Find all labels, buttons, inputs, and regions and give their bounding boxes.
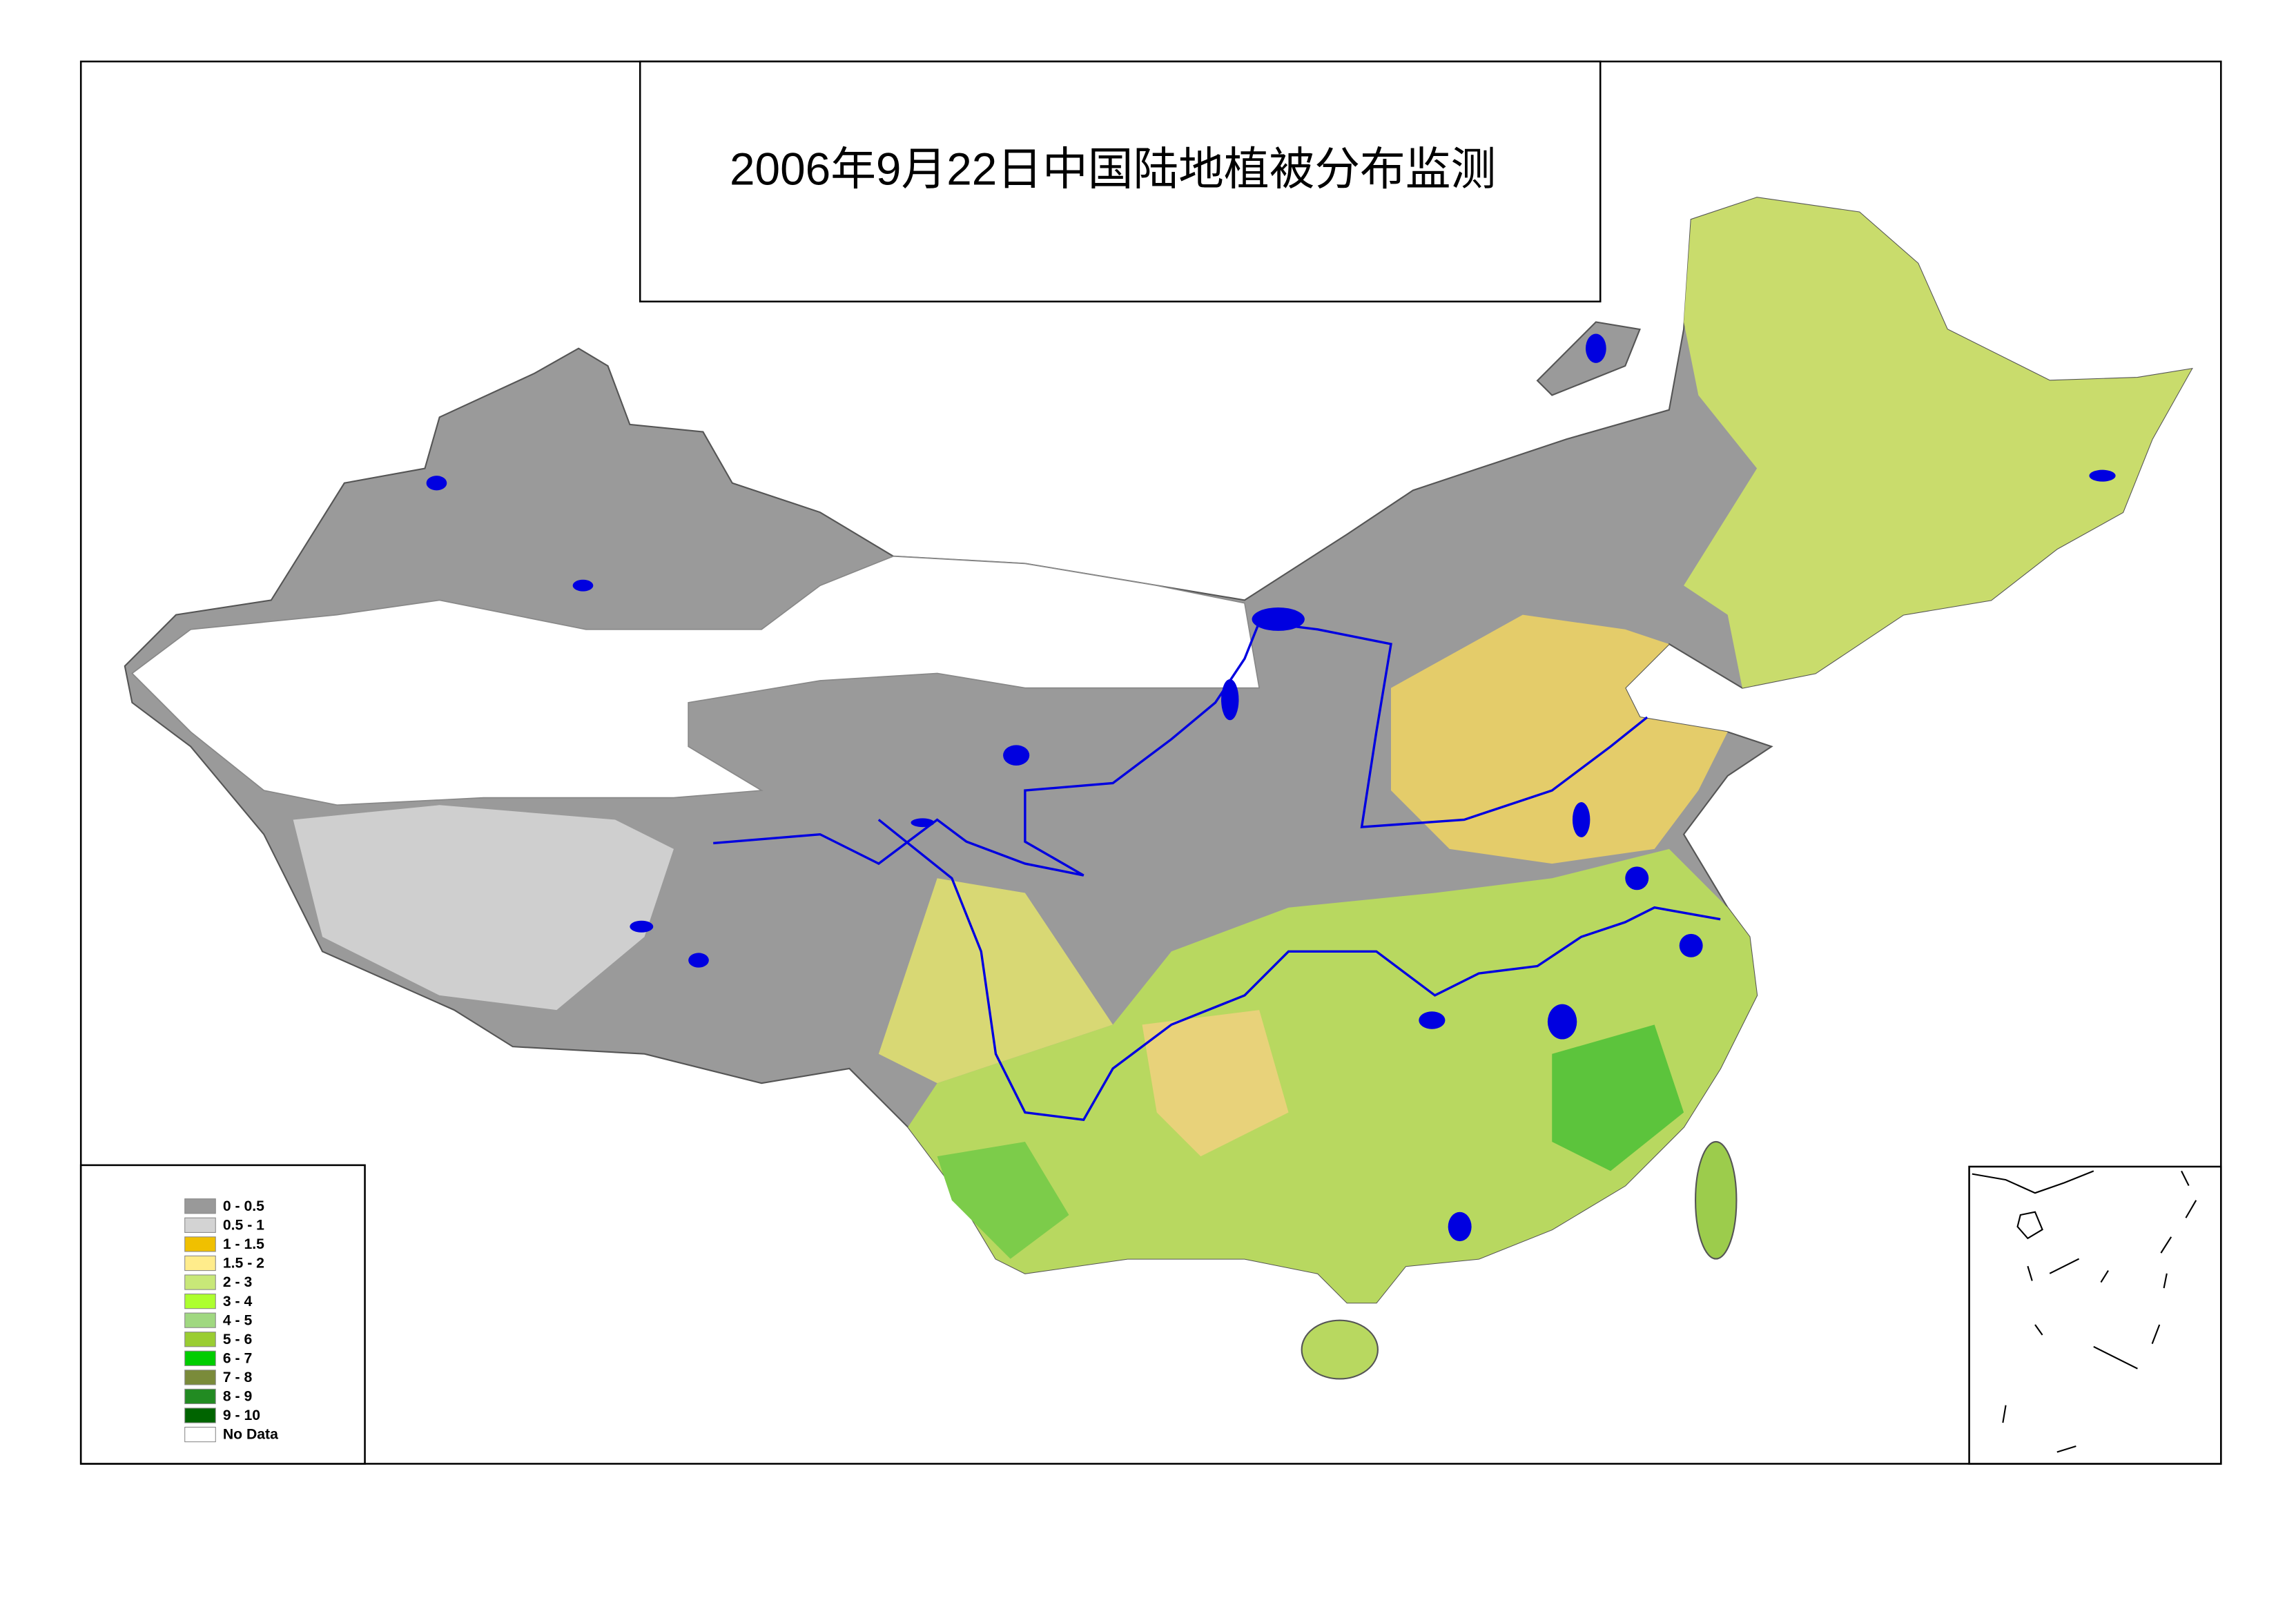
vegetation-north-plain: [1390, 614, 1728, 864]
legend-label: 7 - 8: [223, 1370, 253, 1385]
legend-label: 9 - 10: [223, 1408, 260, 1423]
legend-label: 1 - 1.5: [223, 1236, 264, 1252]
legend-swatch: [184, 1312, 216, 1328]
inset-box: [1968, 1165, 2222, 1465]
vegetation-northeast: [1684, 197, 2192, 688]
legend-swatch: [184, 1236, 216, 1252]
taiwan: [1694, 1140, 1738, 1260]
legend-label: 0.5 - 1: [223, 1217, 264, 1233]
legend-label: 0 - 0.5: [223, 1198, 264, 1214]
map-title: 2006年9月22日中国陆地植被分布监测: [730, 144, 1496, 195]
legend-label: 6 - 7: [223, 1350, 252, 1366]
vegetation-southwest-green: [937, 1141, 1069, 1259]
light-gray-region: [293, 805, 674, 1011]
legend-label: 2 - 3: [223, 1274, 253, 1290]
legend-swatch: [184, 1350, 216, 1366]
legend-swatch: [184, 1198, 216, 1214]
legend-swatch: [184, 1408, 216, 1423]
legend-label: No Data: [223, 1427, 278, 1443]
legend-swatch: [184, 1370, 216, 1385]
legend-swatch: [184, 1426, 216, 1443]
legend-box: [79, 1164, 366, 1465]
lakes: [426, 333, 2116, 1242]
legend-label: 4 - 5: [223, 1312, 253, 1328]
legend-swatch: [184, 1255, 216, 1272]
title-box: [639, 60, 1602, 303]
legend-swatch: [184, 1388, 216, 1405]
legend-label: 3 - 4: [223, 1294, 253, 1310]
legend-label: 8 - 9: [223, 1389, 252, 1405]
china-map: [124, 197, 2193, 1380]
land: [1536, 321, 1641, 396]
yellow-river: [713, 621, 1648, 877]
legend-label: 5 - 6: [223, 1332, 253, 1347]
legend: 0 - 0.5 0.5 - 1 1 - 1.5 1.5 - 2 2 - 3 3 - 4 4 …: [184, 1198, 278, 1443]
no-data-region: [131, 555, 1261, 806]
legend-swatch: [184, 1217, 216, 1233]
legend-label: 1.5 - 2: [223, 1256, 264, 1272]
vegetation-southeast-green: [1552, 1024, 1684, 1171]
yangtze-river: [877, 819, 1721, 1121]
hainan: [1301, 1319, 1379, 1380]
south-china-sea-inset: [1968, 1165, 2222, 1465]
legend-swatch: [184, 1293, 216, 1310]
legend-swatch: [184, 1332, 216, 1347]
vegetation-south-yellow: [1142, 1010, 1289, 1157]
inset-coast: [1972, 1170, 2197, 1453]
vegetation-southwest: [878, 878, 1113, 1084]
legend-swatch: [184, 1274, 216, 1290]
